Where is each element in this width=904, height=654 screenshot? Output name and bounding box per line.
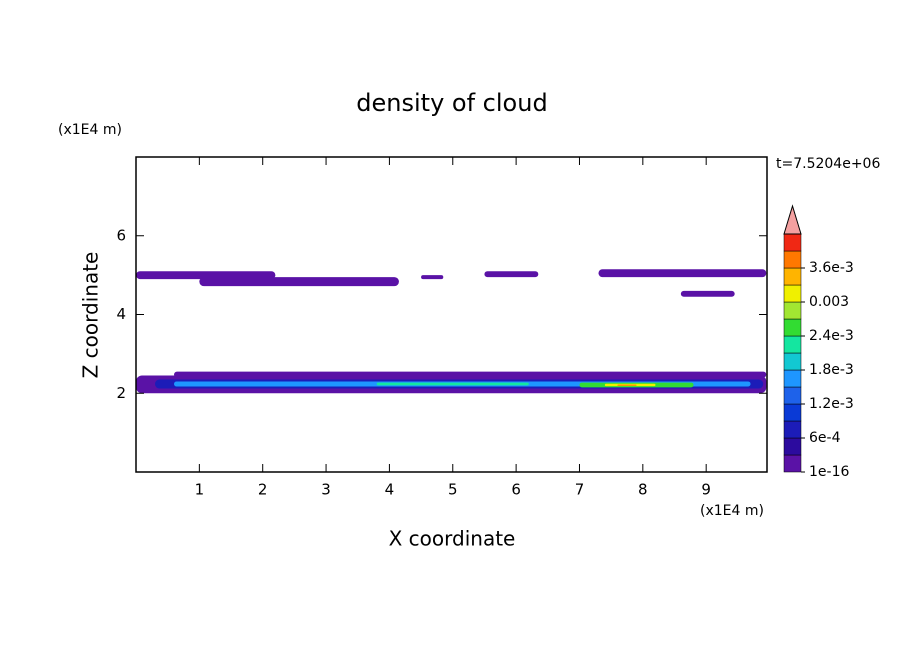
chart-title: density of cloud: [356, 89, 547, 117]
x-tick-label: 5: [448, 481, 458, 499]
x-tick-label: 6: [511, 481, 521, 499]
colorbar-band: [783, 369, 802, 388]
colorbar-tick-label: 3.6e-3: [809, 260, 854, 276]
colorbar-tick-label: 1.8e-3: [809, 362, 854, 378]
contour-patch: [617, 384, 637, 386]
colorbar-extension: [783, 204, 802, 235]
colorbar-band: [783, 301, 802, 320]
colorbar-band: [783, 318, 802, 337]
contour-patch: [598, 269, 767, 278]
contour-patch: [174, 371, 767, 378]
contour-patch: [421, 275, 444, 280]
colorbar-band: [783, 284, 802, 303]
colorbar-band: [783, 233, 802, 252]
contour-patch: [199, 277, 399, 287]
colorbar-band: [783, 335, 802, 354]
x-unit: (x1E4 m): [700, 503, 764, 519]
y-tick-label: 2: [116, 384, 126, 402]
y-tick-label: 4: [116, 305, 126, 323]
colorbar-band: [783, 267, 802, 286]
colorbar-tick-label: 2.4e-3: [809, 328, 854, 344]
colorbar-tick-label: 1.2e-3: [809, 396, 854, 412]
colorbar-band: [783, 250, 802, 269]
colorbar-band: [783, 454, 802, 473]
colorbar-band: [783, 403, 802, 422]
y-tick-label: 6: [116, 226, 126, 244]
x-tick-label: 3: [321, 481, 331, 499]
y-axis-label: Z coordinate: [79, 252, 103, 379]
x-axis-label: X coordinate: [389, 527, 516, 551]
time-label: t=7.5204e+06: [776, 156, 880, 172]
x-tick-label: 2: [258, 481, 268, 499]
colorbar-tick-label: 1e-16: [809, 464, 849, 480]
plot-frame: [135, 156, 768, 473]
colorbar-band: [783, 437, 802, 456]
colorbar-tick-label: 6e-4: [809, 430, 841, 446]
contour-patch: [680, 290, 735, 297]
colorbar-band: [783, 352, 802, 371]
contour-patch: [484, 271, 539, 278]
y-unit: (x1E4 m): [58, 122, 122, 138]
x-tick-label: 8: [638, 481, 648, 499]
colorbar-band: [783, 386, 802, 405]
x-tick-label: 7: [575, 481, 585, 499]
x-tick-label: 1: [195, 481, 205, 499]
colorbar-tick-label: 0.003: [809, 294, 849, 310]
x-tick-label: 4: [385, 481, 395, 499]
contour-patch: [376, 382, 529, 386]
x-tick-label: 9: [701, 481, 711, 499]
colorbar-band: [783, 420, 802, 439]
